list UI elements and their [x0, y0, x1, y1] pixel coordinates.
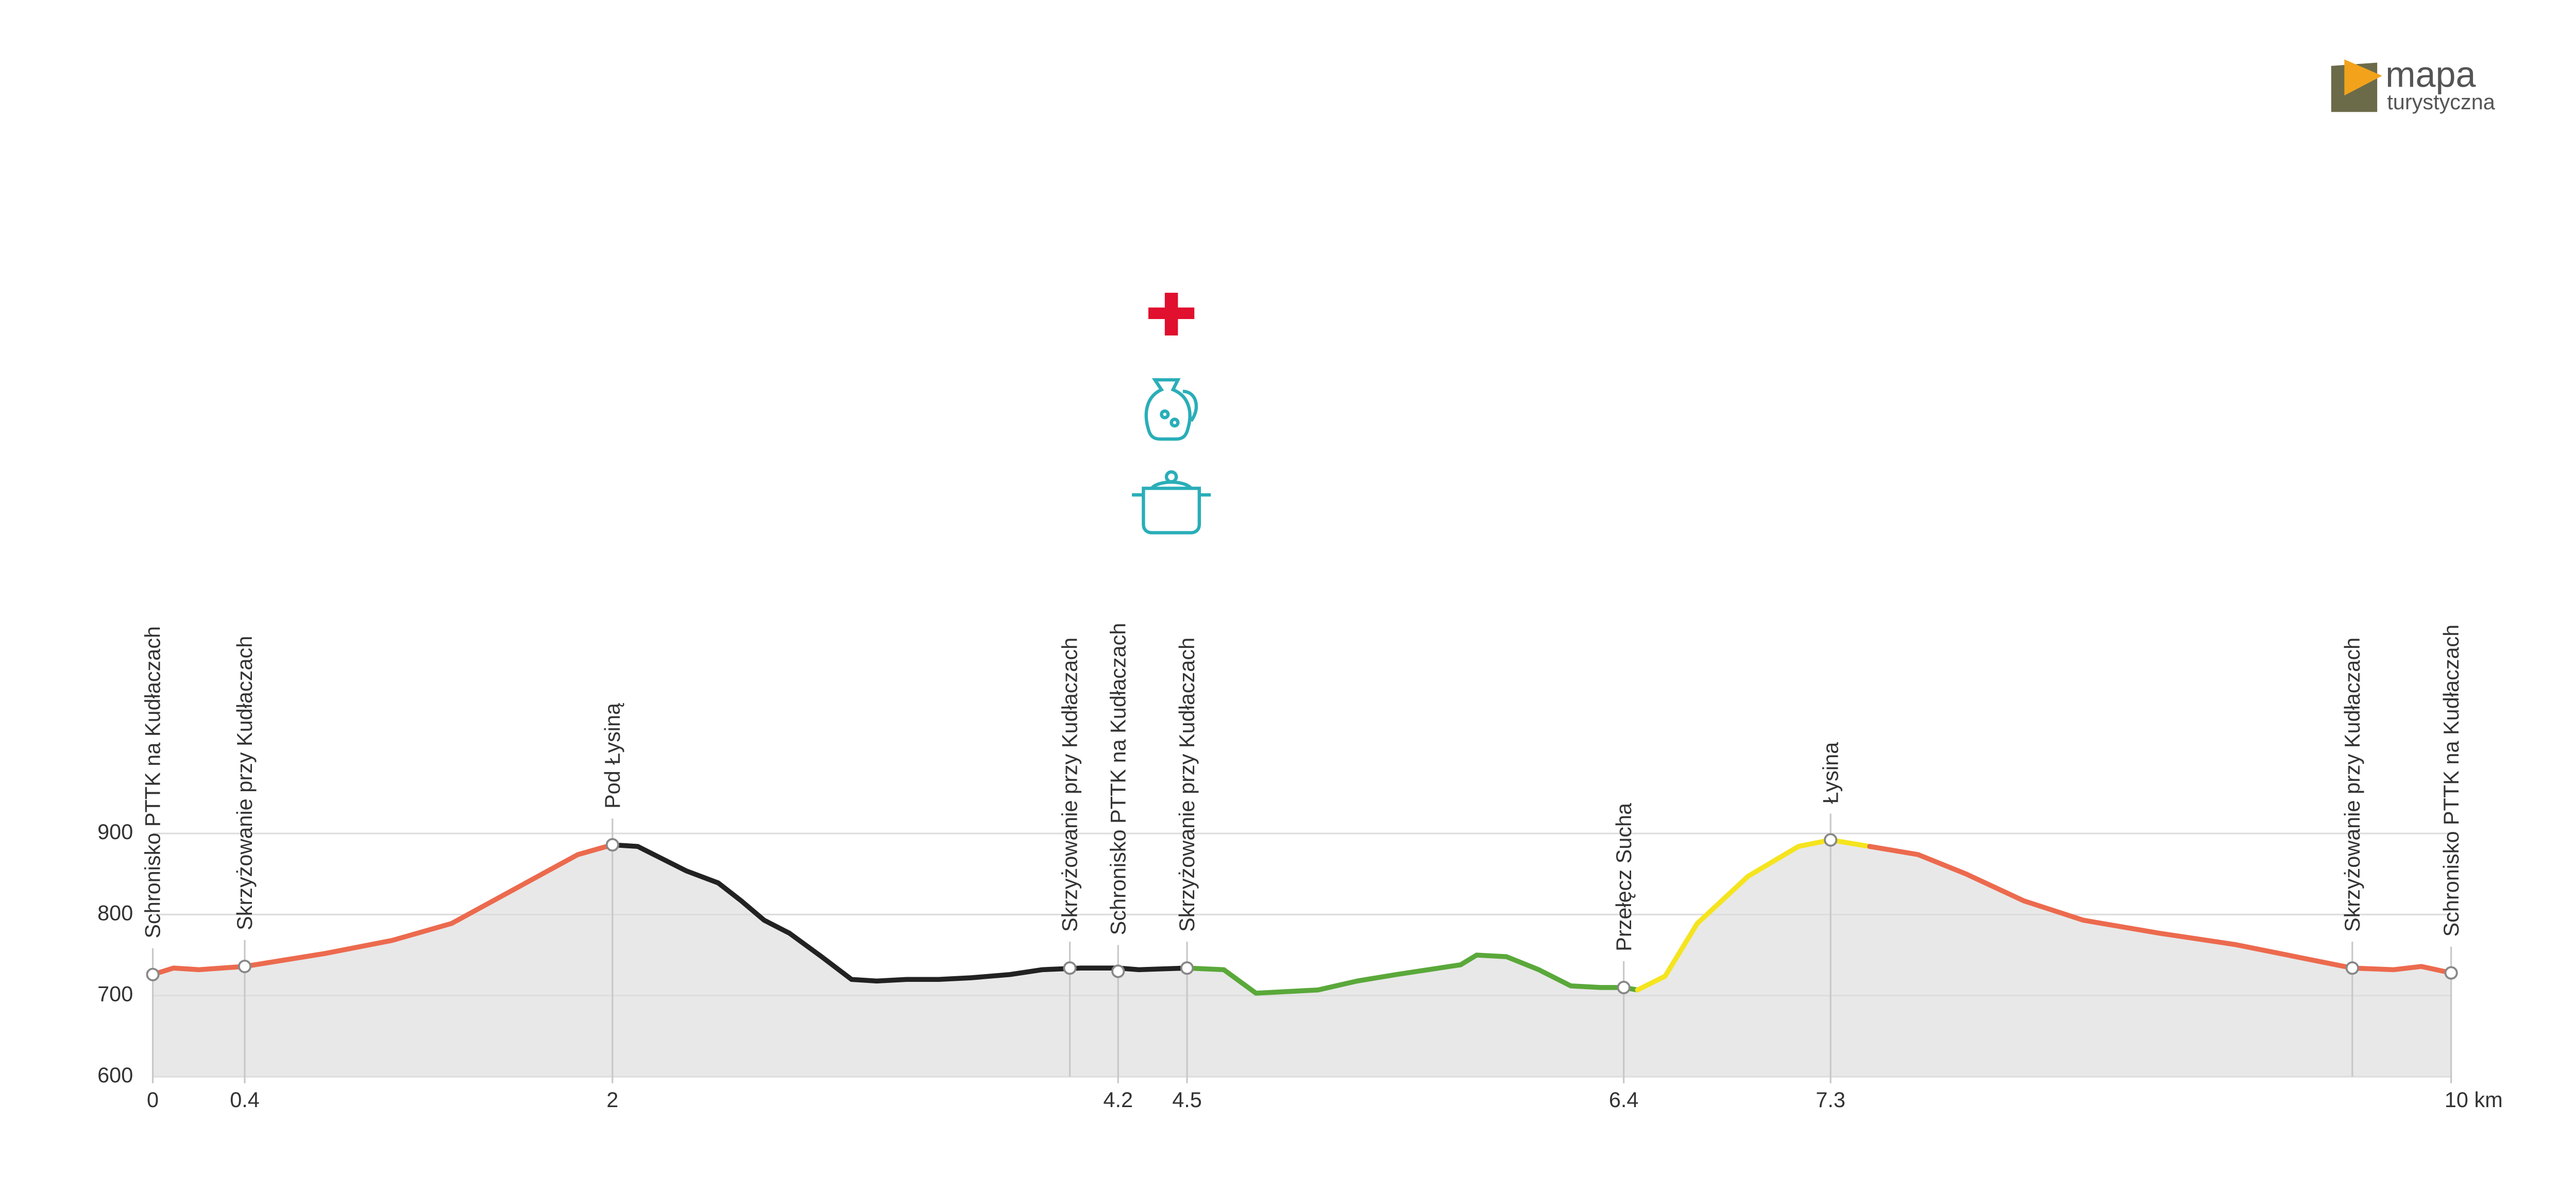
elevation-area — [612, 845, 1188, 1077]
water-icon — [1144, 378, 1198, 441]
trail-segment — [1184, 952, 1640, 996]
logo-subtext: turystyczna — [2387, 90, 2496, 114]
logo-flag — [2344, 59, 2382, 96]
waypoint-marker — [1180, 961, 1194, 975]
x-tick-label: 6.4 — [1609, 1088, 1639, 1112]
logo: mapa turystyczna — [2331, 54, 2496, 114]
waypoint-marker — [238, 959, 252, 974]
x-tick-label: 2 — [606, 1088, 618, 1112]
waypoint-label: Pod Łysiną — [600, 703, 624, 809]
waypoint-marker — [1111, 964, 1125, 978]
x-tick-label: 10 km — [2445, 1088, 2503, 1112]
waypoint-label: Schronisko PTTK na Kudłaczach — [1106, 623, 1130, 935]
elevation-area — [1869, 846, 2451, 1077]
x-tick-label: 7.3 — [1816, 1088, 1845, 1112]
x-tick-label: 0.4 — [230, 1088, 260, 1112]
y-tick-label: 800 — [97, 900, 133, 925]
trail-segment — [150, 842, 615, 977]
waypoint-marker — [605, 838, 619, 852]
poi-icons — [1132, 292, 1211, 534]
area — [152, 840, 2451, 1077]
waypoints: Schronisko PTTK na Kudłaczach Skrzyżowani… — [141, 623, 2463, 1077]
waypoint-label: Skrzyżowanie przy Kudłaczach — [1058, 638, 1082, 932]
food-icon — [1132, 470, 1211, 534]
trail-segment — [1867, 844, 2454, 976]
waypoint-label: Skrzyżowanie przy Kudłaczach — [1175, 638, 1199, 932]
elevation-area — [152, 845, 613, 1077]
y-tick-label: 700 — [97, 982, 133, 1006]
waypoint-label: Skrzyżowanie przy Kudłaczach — [2340, 638, 2364, 932]
waypoint-marker — [146, 967, 160, 981]
waypoint-label: Schronisko PTTK na Kudłaczach — [2439, 625, 2463, 937]
first-aid-icon — [1148, 292, 1195, 336]
waypoint-marker — [1824, 833, 1838, 847]
waypoint-marker — [1617, 980, 1631, 995]
waypoint-marker — [2345, 961, 2359, 975]
waypoint-marker — [2444, 966, 2458, 980]
y-tick-label: 900 — [97, 820, 133, 844]
x-tick-label: 0 — [147, 1088, 159, 1112]
waypoint-label: Przełęcz Sucha — [1612, 803, 1636, 951]
waypoint-label: Schronisko PTTK na Kudłaczach — [141, 626, 165, 939]
waypoint-label: Łysina — [1818, 742, 1842, 804]
elevation-area — [1187, 955, 1638, 1077]
waypoint-marker — [1063, 961, 1077, 975]
x-tick-label: 4.5 — [1172, 1088, 1202, 1112]
y-tick-label: 600 — [97, 1063, 133, 1087]
x-tick-label: 4.2 — [1103, 1088, 1133, 1112]
waypoint-label: Skrzyżowanie przy Kudłaczach — [232, 636, 257, 930]
elevation-area — [1637, 840, 1870, 1077]
logo-text: mapa — [2385, 54, 2476, 95]
